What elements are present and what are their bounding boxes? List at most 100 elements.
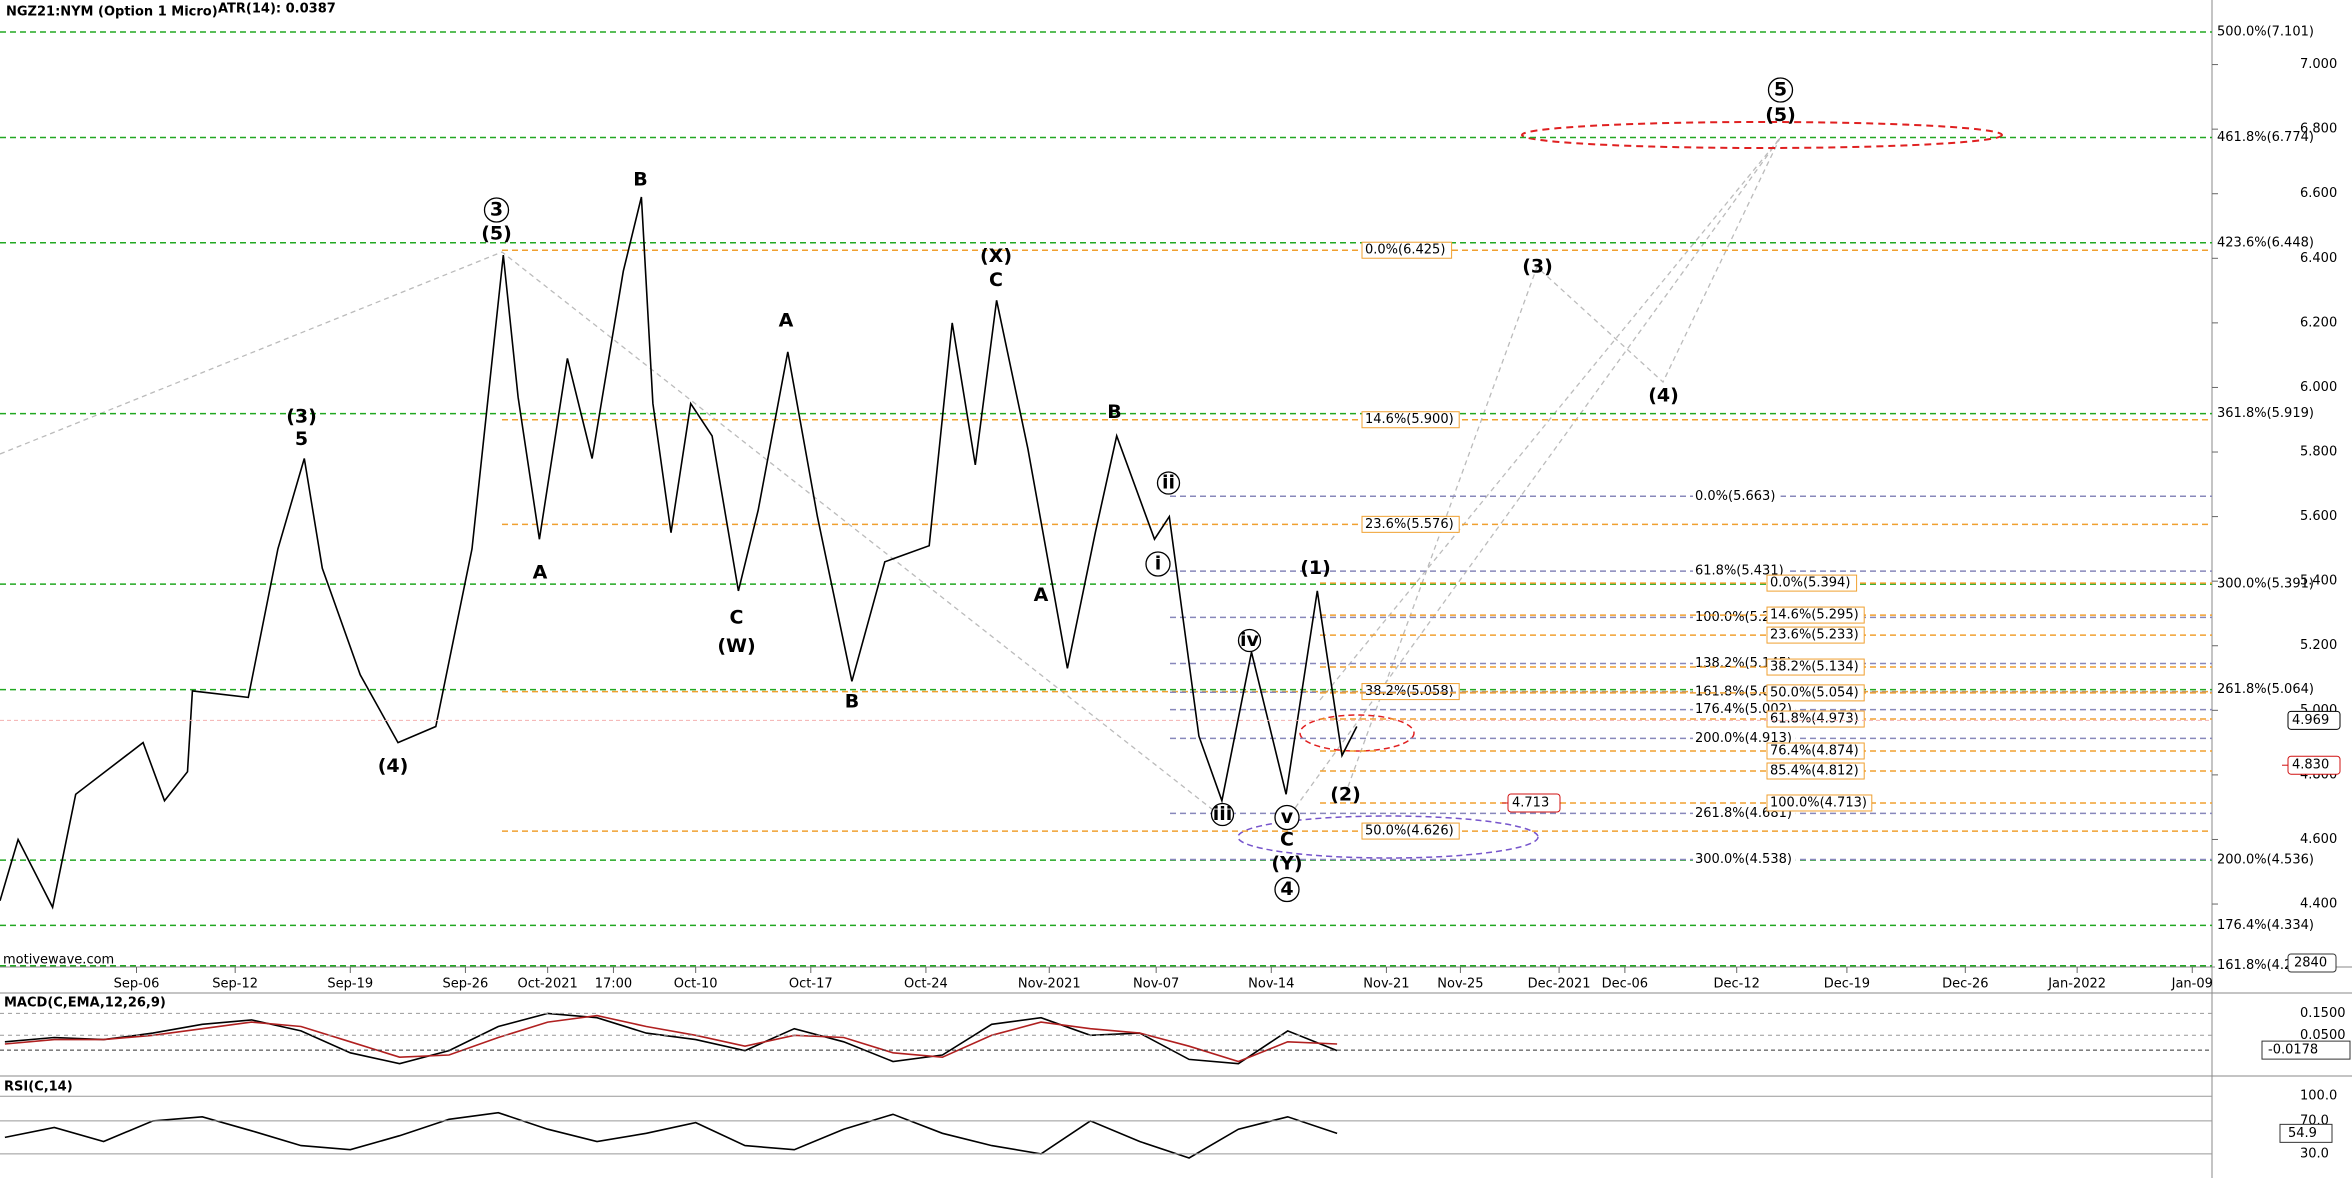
- fib-label: 300.0%(4.538): [1695, 852, 1792, 867]
- fib-label: 300.0%(5.391): [2217, 577, 2314, 592]
- wave-label: (W): [717, 635, 755, 657]
- price-box: [2287, 755, 2341, 775]
- fib-label-box: [1766, 742, 1865, 760]
- y-tick-label: 0.1500: [2300, 1006, 2346, 1021]
- wave-label: A: [533, 562, 548, 584]
- price-box-label: 4.830: [2292, 758, 2329, 773]
- x-tick-label: Oct-10: [674, 977, 718, 992]
- fib-label: 61.8%(5.431): [1695, 564, 1784, 579]
- fib-label: 200.0%(4.536): [2217, 853, 2314, 868]
- fib-label: 361.8%(5.919): [2217, 406, 2314, 421]
- fib-label-bg: [1693, 488, 1781, 505]
- fib-label-box: [1766, 574, 1858, 592]
- last-value-box: [2279, 1123, 2333, 1143]
- fib-label-box: [1361, 411, 1460, 429]
- y-tick-label: 6.400: [2300, 251, 2337, 266]
- wave-circle: [1767, 77, 1794, 103]
- fib-label: 200.0%(4.913): [1695, 731, 1792, 746]
- fib-label-box: [1766, 606, 1865, 624]
- fib-label: 76.4%(4.874): [1770, 743, 1859, 758]
- fib-label: 14.6%(5.295): [1770, 608, 1859, 623]
- wave-label: (1): [1300, 557, 1331, 579]
- fib-label-bg: [1693, 730, 1796, 747]
- fib-label: 14.6%(5.900): [1365, 412, 1454, 427]
- fib-label: 500.0%(7.101): [2217, 24, 2314, 39]
- fib-label-bg: [2215, 234, 2318, 251]
- x-tick-label: Nov-14: [1248, 977, 1294, 992]
- wave-label: 5: [295, 428, 308, 450]
- indicator-line: [4, 1111, 1338, 1159]
- fib-label-box: [1766, 762, 1865, 780]
- wave-label: (3): [1522, 256, 1553, 278]
- fib-label-box: [1766, 626, 1865, 644]
- y-tick-label: 5.400: [2300, 574, 2337, 589]
- y-tick-label: 6.200: [2300, 315, 2337, 330]
- projection-path: [1319, 137, 1781, 701]
- fib-label-bg: [2215, 917, 2318, 934]
- wave-circle: [1274, 804, 1300, 831]
- trend-line: [0, 251, 1223, 818]
- fib-label: 50.0%(4.626): [1365, 824, 1454, 839]
- y-tick-label: 5.600: [2300, 509, 2337, 524]
- last-value-box: [2261, 1040, 2351, 1060]
- price-box: [1507, 793, 1561, 813]
- y-tick-label: 6.800: [2300, 122, 2337, 137]
- fib-label: 50.0%(5.054): [1770, 685, 1859, 700]
- y-tick-label: 100.0: [2300, 1089, 2337, 1104]
- x-tick-label: Sep-26: [443, 977, 489, 992]
- x-tick-label: Nov-25: [1437, 977, 1483, 992]
- watermark: motivewave.com: [3, 953, 114, 968]
- y-tick-label: 5.800: [2300, 445, 2337, 460]
- wave-circle: [1237, 628, 1262, 653]
- y-tick-label: 4.600: [2300, 832, 2337, 847]
- fib-label: 0.0%(5.394): [1770, 576, 1850, 591]
- fib-label-bg: [2215, 681, 2318, 698]
- x-tick-label: Nov-2021: [1018, 977, 1081, 992]
- fib-label-box: [1766, 710, 1865, 728]
- y-tick-label: 6.600: [2300, 186, 2337, 201]
- fib-label: 0.0%(6.425): [1365, 243, 1445, 258]
- fib-label-box: [1361, 515, 1460, 533]
- y-tick-label: 30.0: [2300, 1146, 2329, 1161]
- last-value-label: -0.0178: [2268, 1043, 2318, 1058]
- wave-label: iii: [1213, 803, 1233, 825]
- fib-label: 38.2%(5.134): [1770, 660, 1859, 675]
- y-tick-label: 4.400: [2300, 897, 2337, 912]
- fib-label-bg: [2215, 852, 2318, 869]
- x-tick-label: Sep-06: [114, 977, 160, 992]
- wave-label: v: [1281, 806, 1294, 828]
- chart-title: NGZ21:NYM (Option 1 Micro): [6, 5, 218, 20]
- wave-label: B: [633, 169, 647, 191]
- indicator-line: [4, 1014, 1338, 1063]
- wave-label: A: [779, 310, 794, 332]
- panel-title: MACD(C,EMA,12,26,9): [4, 996, 166, 1011]
- projection-path: [1289, 137, 1781, 816]
- x-tick-label: Dec-19: [1824, 977, 1870, 992]
- wave-circle: [1274, 876, 1300, 903]
- wave-label: (4): [378, 755, 409, 777]
- fib-label-bg: [2215, 129, 2318, 146]
- fib-label-box: [1361, 822, 1460, 840]
- fib-label-box: [1766, 658, 1865, 676]
- x-tick-label: Dec-2021: [1528, 977, 1591, 992]
- wave-label: (5): [481, 223, 512, 245]
- wave-circle: [1145, 551, 1171, 577]
- wave-label: (Y): [1271, 853, 1302, 875]
- price-box-label: 4.969: [2292, 713, 2329, 728]
- target-ellipse: [1521, 121, 2003, 149]
- wave-label: iv: [1240, 629, 1260, 651]
- x-tick-label: 17:00: [595, 977, 632, 992]
- panel-title: RSI(C,14): [4, 1080, 73, 1095]
- x-tick-label: Jan-09: [2171, 977, 2213, 992]
- wave-label: C: [989, 269, 1003, 291]
- wave-label: C: [1280, 829, 1294, 851]
- fib-label: 461.8%(6.774): [2217, 130, 2314, 145]
- y-tick-label: 0.0500: [2300, 1028, 2346, 1043]
- wave-circle: [483, 197, 510, 223]
- x-tick-label: Dec-06: [1602, 977, 1648, 992]
- volume-box: [2287, 953, 2337, 973]
- fib-label: 23.6%(5.233): [1770, 628, 1859, 643]
- fib-label-box: [1766, 794, 1873, 812]
- volume-label: 2840: [2294, 956, 2327, 971]
